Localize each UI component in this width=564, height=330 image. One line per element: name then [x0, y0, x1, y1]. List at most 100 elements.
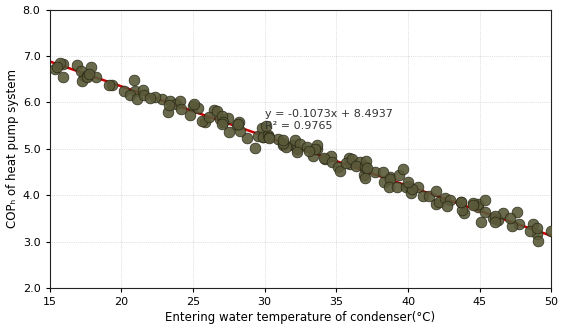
Point	[359, 173, 368, 178]
Point	[341, 161, 350, 166]
Point	[233, 121, 243, 127]
Point	[528, 221, 537, 226]
Point	[398, 166, 407, 172]
Point	[380, 180, 389, 185]
Point	[281, 145, 290, 150]
Point	[309, 153, 318, 158]
Point	[384, 184, 393, 189]
Point	[385, 175, 394, 180]
Point	[386, 176, 395, 182]
Point	[312, 142, 321, 148]
Point	[91, 75, 100, 80]
Point	[140, 92, 149, 98]
Point	[505, 215, 514, 220]
Point	[393, 184, 402, 189]
Point	[311, 146, 320, 151]
Point	[165, 103, 174, 108]
Point	[456, 199, 465, 204]
Point	[336, 169, 345, 174]
Point	[265, 136, 274, 141]
Point	[82, 75, 91, 80]
Point	[58, 74, 67, 79]
Point	[296, 142, 305, 147]
Point	[76, 68, 85, 74]
Text: y = -0.1073x + 8.4937
R² = 0.9765: y = -0.1073x + 8.4937 R² = 0.9765	[265, 110, 393, 131]
Point	[526, 228, 535, 234]
Point	[345, 155, 354, 161]
Point	[274, 137, 283, 142]
Point	[53, 64, 62, 69]
Point	[188, 103, 197, 109]
Point	[513, 210, 522, 215]
Y-axis label: COPₕ of heat pump system: COPₕ of heat pump system	[6, 69, 19, 228]
Point	[279, 137, 288, 143]
Point	[236, 128, 245, 133]
Point	[288, 143, 297, 148]
Point	[347, 157, 356, 162]
Point	[278, 142, 287, 148]
X-axis label: Entering water temperature of condenser(°C): Entering water temperature of condenser(…	[165, 312, 435, 324]
Point	[532, 232, 541, 237]
Point	[547, 228, 556, 233]
Point	[107, 82, 116, 87]
Point	[171, 101, 180, 106]
Point	[312, 147, 321, 152]
Point	[292, 146, 301, 151]
Point	[431, 188, 440, 194]
Point	[363, 166, 372, 171]
Point	[257, 125, 266, 131]
Point	[473, 204, 482, 210]
Point	[150, 94, 159, 100]
Point	[126, 93, 135, 98]
Point	[533, 225, 542, 231]
Point	[190, 101, 199, 107]
Point	[193, 106, 202, 111]
Point	[408, 186, 417, 191]
Point	[104, 83, 113, 88]
Point	[404, 180, 413, 185]
Point	[468, 202, 477, 208]
Point	[120, 88, 129, 93]
Point	[279, 140, 288, 145]
Point	[507, 223, 516, 228]
Point	[72, 63, 81, 68]
Point	[490, 213, 499, 218]
Point	[402, 184, 411, 189]
Point	[477, 219, 486, 224]
Point	[345, 162, 354, 167]
Point	[82, 73, 91, 78]
Point	[130, 78, 139, 83]
Point	[292, 150, 301, 155]
Point	[515, 222, 524, 227]
Point	[250, 145, 259, 150]
Point	[320, 155, 329, 160]
Point	[321, 157, 330, 162]
Point	[213, 108, 222, 114]
Point	[303, 144, 312, 149]
Point	[474, 202, 483, 207]
Point	[215, 116, 224, 121]
Point	[359, 164, 368, 170]
Point	[481, 197, 490, 203]
Point	[488, 215, 497, 221]
Point	[362, 158, 371, 164]
Point	[403, 183, 412, 188]
Point	[265, 134, 274, 140]
Point	[258, 134, 267, 140]
Point	[414, 184, 423, 189]
Point	[263, 133, 272, 138]
Point	[480, 210, 489, 215]
Point	[201, 119, 210, 124]
Point	[333, 164, 342, 169]
Point	[395, 172, 404, 178]
Point	[435, 199, 444, 204]
Point	[457, 199, 466, 204]
Point	[218, 114, 227, 119]
Point	[351, 164, 360, 169]
Point	[498, 210, 507, 215]
Point	[418, 193, 427, 198]
Point	[327, 159, 336, 164]
Point	[360, 164, 369, 169]
Point	[490, 219, 499, 225]
Point	[209, 107, 218, 113]
